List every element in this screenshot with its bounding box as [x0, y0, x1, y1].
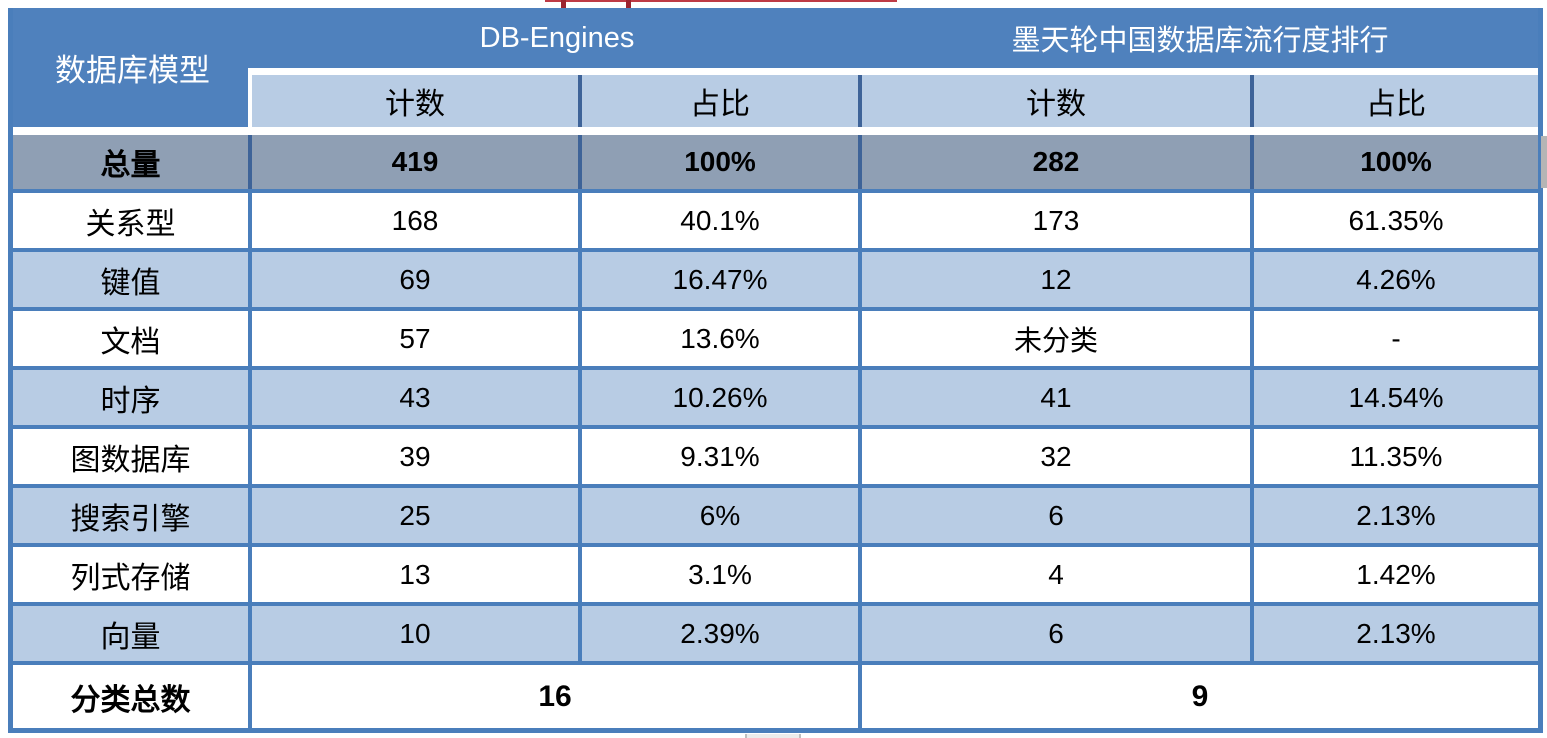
group-header-row: DB-Engines 墨天轮中国数据库流行度排行 [252, 8, 1538, 68]
db-pct-cell: 6% [582, 488, 862, 543]
red-annotation-artifact [545, 0, 897, 2]
mt-count-cell: 6 [862, 488, 1254, 543]
mt-count-cell: 未分类 [862, 311, 1254, 366]
mt-count-cell: 12 [862, 252, 1254, 307]
table-row: 搜索引擎 25 6% 6 2.13% [13, 488, 1538, 547]
scrollbar-fragment [745, 734, 801, 738]
mt-pct-cell: 14.54% [1348, 381, 1444, 413]
db-count-cell: 69 [252, 252, 582, 307]
db-count-cell: 168 [252, 193, 582, 248]
group-header-motianlun: 墨天轮中国数据库流行度排行 [1011, 25, 1389, 57]
corner-header-cell: 数据库模型 [13, 8, 252, 127]
db-pct-cell: 2.39% [582, 606, 862, 661]
row-label-cell: 关系型 [13, 193, 252, 248]
db-count-cell: 13 [252, 547, 582, 602]
row-label-cell: 向量 [13, 606, 252, 661]
total-db-pct: 100% [582, 135, 862, 189]
header-body-gap [13, 127, 1538, 135]
row-label-cell: 搜索引擎 [13, 488, 252, 543]
corner-header-label: 数据库模型 [55, 53, 210, 88]
mt-count-cell: 6 [862, 606, 1254, 661]
red-annotation-tick [561, 0, 566, 8]
table-row: 文档 57 13.6% 未分类 - [13, 311, 1538, 370]
total-mt-count: 282 [862, 135, 1254, 189]
db-pct-cell: 13.6% [582, 311, 862, 366]
mt-pct-cell: 4.26% [1356, 263, 1436, 295]
db-pct-cell: 3.1% [582, 547, 862, 602]
subheader-mt-count: 计数 [862, 75, 1254, 127]
total-row: 总量 419 100% 282 100% [13, 135, 1538, 193]
db-pct-cell: 40.1% [582, 193, 862, 248]
footer-row: 分类总数 16 9 [13, 665, 1538, 728]
mt-pct-cell: 61.35% [1348, 204, 1444, 236]
mt-pct-cell: 11.35% [1349, 440, 1443, 472]
db-pct-cell: 16.47% [582, 252, 862, 307]
table-row: 向量 10 2.39% 6 2.13% [13, 606, 1538, 665]
header-separator [248, 68, 252, 127]
comparison-table: 数据库模型 DB-Engines 墨天轮中国数据库流行度排行 计数 占比 计数 … [8, 8, 1543, 733]
mt-pct-cell: 2.13% [1356, 617, 1436, 649]
db-count-cell: 25 [252, 488, 582, 543]
subheader-db-count: 计数 [252, 75, 582, 127]
db-pct-cell: 10.26% [582, 370, 862, 425]
mt-pct-cell: 2.13% [1356, 499, 1436, 531]
row-label-cell: 键值 [13, 252, 252, 307]
db-count-cell: 57 [252, 311, 582, 366]
db-count-cell: 43 [252, 370, 582, 425]
db-count-cell: 10 [252, 606, 582, 661]
db-pct-cell: 9.31% [582, 429, 862, 484]
total-mt-pct: 100% [1360, 146, 1432, 177]
mt-pct-cell: - [1391, 322, 1401, 354]
subheader-mt-pct: 占比 [1254, 75, 1538, 127]
subheader-row: 计数 占比 计数 占比 [252, 75, 1538, 127]
mt-count-cell: 4 [862, 547, 1254, 602]
right-edge-fragment [1541, 136, 1547, 188]
header-right-block: DB-Engines 墨天轮中国数据库流行度排行 计数 占比 计数 占比 [252, 8, 1538, 127]
row-label-cell: 列式存储 [13, 547, 252, 602]
mt-count-cell: 41 [862, 370, 1254, 425]
footer-label: 分类总数 [13, 665, 252, 728]
total-row-label: 总量 [13, 135, 252, 189]
row-label-cell: 图数据库 [13, 429, 252, 484]
table-row: 关系型 168 40.1% 173 61.35% [13, 193, 1538, 252]
table-row: 时序 43 10.26% 41 14.54% [13, 370, 1538, 429]
header-gap [252, 68, 1538, 75]
row-label-cell: 文档 [13, 311, 252, 366]
db-count-cell: 39 [252, 429, 582, 484]
group-header-db-engines: DB-Engines [479, 21, 635, 54]
table-header: 数据库模型 DB-Engines 墨天轮中国数据库流行度排行 计数 占比 计数 … [13, 8, 1538, 127]
mt-count-cell: 32 [862, 429, 1254, 484]
red-annotation-tick [626, 0, 631, 8]
footer-db-total: 16 [252, 665, 862, 728]
subheader-db-pct: 占比 [582, 75, 862, 127]
table-row: 列式存储 13 3.1% 4 1.42% [13, 547, 1538, 606]
total-db-count: 419 [252, 135, 582, 189]
mt-pct-cell: 1.42% [1356, 558, 1436, 590]
table-row: 图数据库 39 9.31% 32 11.35% [13, 429, 1538, 488]
table-row: 键值 69 16.47% 12 4.26% [13, 252, 1538, 311]
row-label-cell: 时序 [13, 370, 252, 425]
mt-count-cell: 173 [862, 193, 1254, 248]
footer-mt-total: 9 [1191, 679, 1209, 713]
